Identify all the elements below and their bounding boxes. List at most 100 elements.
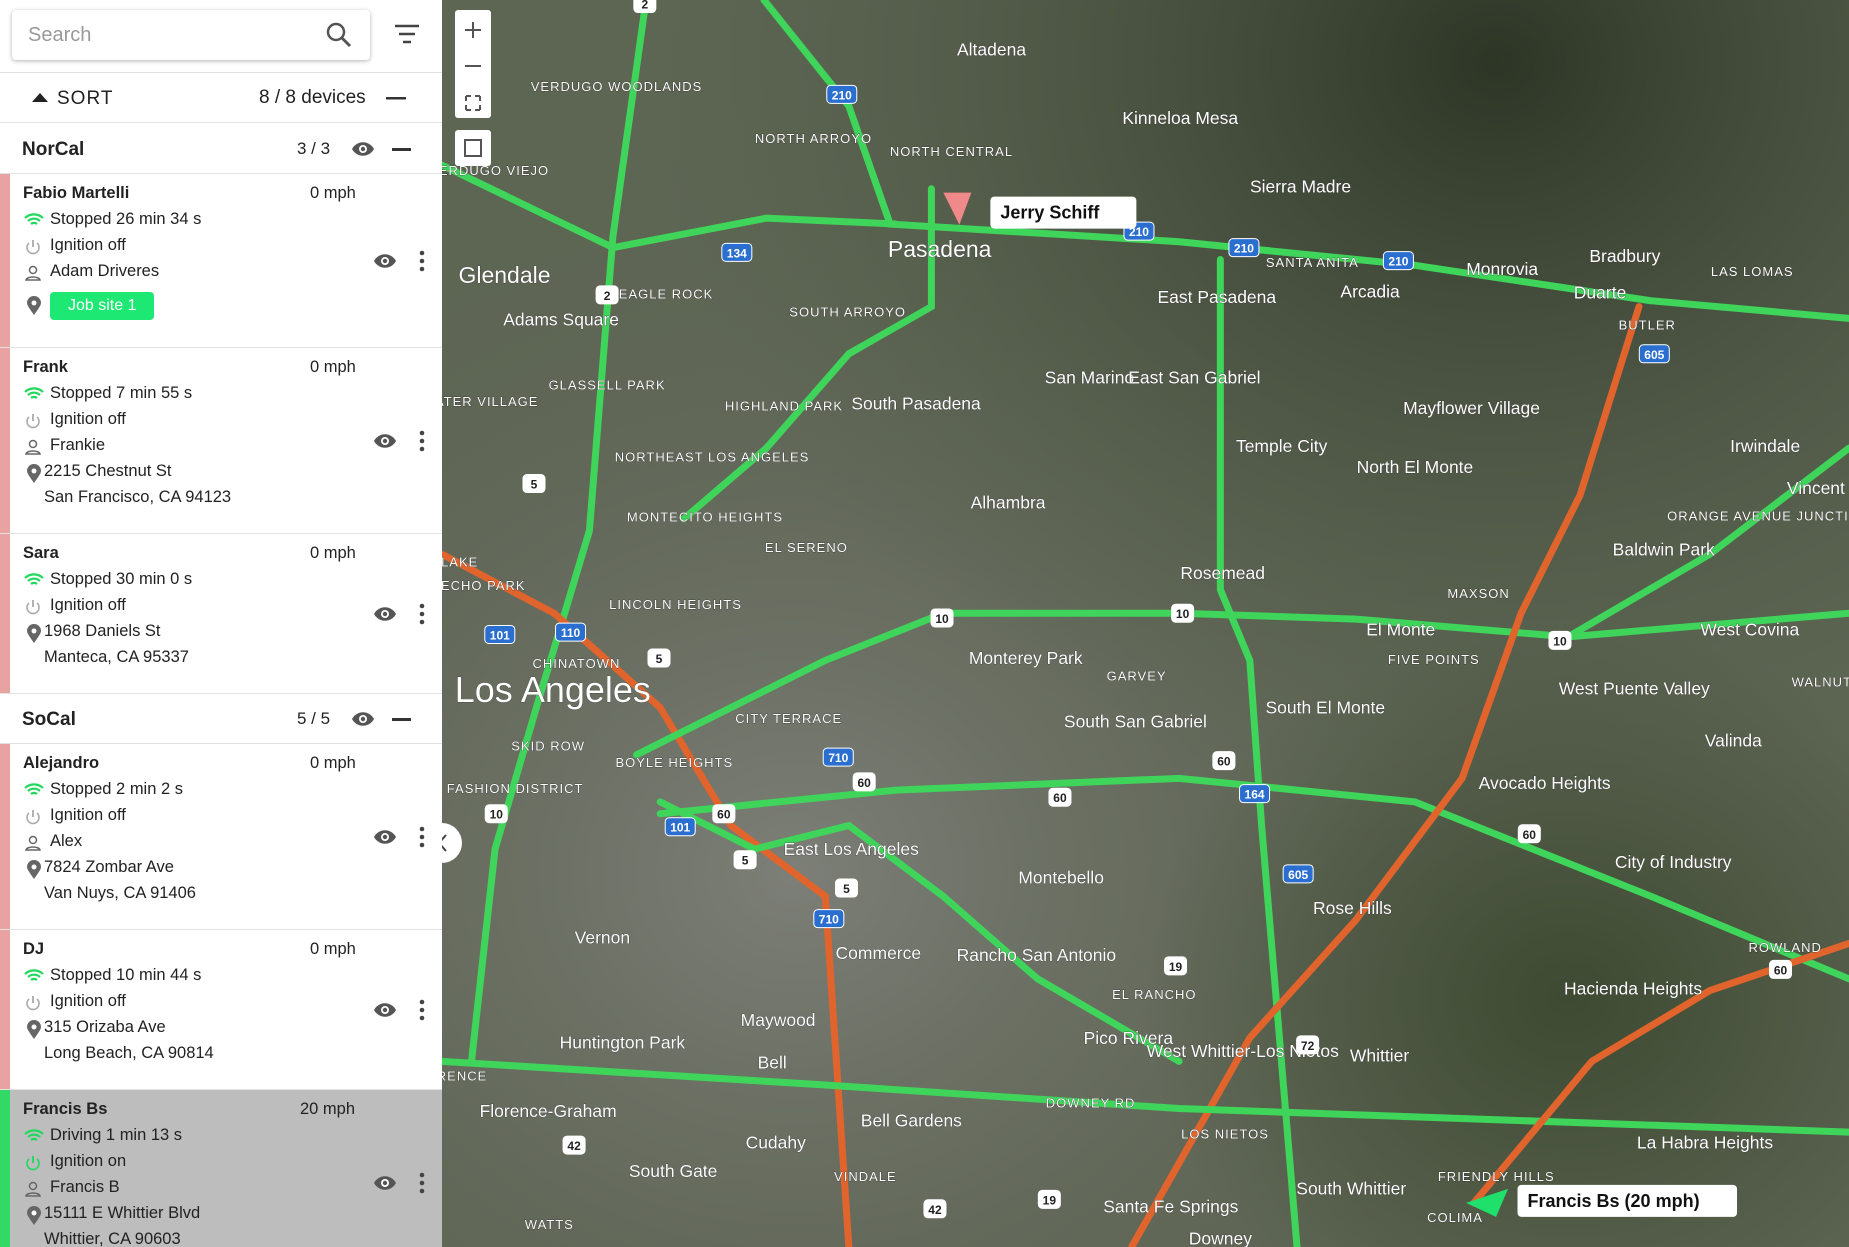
device-driver: Francis B <box>50 1178 120 1196</box>
device-card[interactable]: Alejandro 0 mph Stopped 2 min 2 s Ignition … <box>0 744 442 930</box>
device-address: San Francisco, CA 94123 <box>44 488 232 506</box>
place-label: Huntington Park <box>560 1033 686 1053</box>
group-header: SoCal 5 / 5 <box>0 694 442 744</box>
route-number: 60 <box>1053 791 1067 805</box>
district-label: BOYLE HEIGHTS <box>615 755 733 770</box>
device-speed: 0 mph <box>310 940 356 958</box>
device-ignition-icon <box>24 1154 42 1177</box>
device-card[interactable]: Francis Bs 20 mph Driving 1 min 13 s Igniti… <box>0 1090 442 1247</box>
collapse-all[interactable] <box>386 97 406 101</box>
district-label: RENCE <box>442 1069 487 1084</box>
district-label: CHINATOWN <box>532 656 620 671</box>
route-shield <box>712 804 736 824</box>
fit-bounds[interactable] <box>465 95 481 111</box>
place-label: Adams Square <box>503 310 619 330</box>
device-driver: Alex <box>50 832 83 850</box>
device-visibility[interactable] <box>373 253 397 274</box>
device-address: Manteca, CA 95337 <box>44 648 189 666</box>
route-shield <box>852 772 876 792</box>
district-label: LAS LOMAS <box>1711 264 1794 279</box>
device-ignition-icon <box>24 994 42 1017</box>
device-visibility[interactable] <box>373 606 397 627</box>
marker-label-box <box>990 196 1137 229</box>
filter-icon[interactable] <box>392 20 422 50</box>
place-label: Valinda <box>1705 731 1762 751</box>
route-number: 210 <box>1234 242 1254 256</box>
route-number: 210 <box>1129 225 1149 239</box>
route-number: 2 <box>604 289 611 303</box>
status-bar <box>0 930 10 1089</box>
district-label: FRIENDLY HILLS <box>1438 1169 1555 1184</box>
device-ignition-icon <box>24 238 42 261</box>
zoom-in[interactable] <box>465 22 481 38</box>
device-menu[interactable] <box>419 1172 425 1199</box>
device-card[interactable]: Fabio Martelli 0 mph Stopped 26 min 34 s Ig… <box>0 174 442 348</box>
sort-label[interactable]: SORT <box>57 88 114 109</box>
group-visibility[interactable] <box>351 141 375 162</box>
device-visibility[interactable] <box>373 829 397 850</box>
device-card[interactable]: DJ 0 mph Stopped 10 min 44 s Ignition off 31… <box>0 930 442 1090</box>
device-speed: 0 mph <box>310 754 356 772</box>
group-collapse[interactable] <box>392 718 411 721</box>
district-label: VERDUGO WOODLANDS <box>531 79 703 94</box>
device-card[interactable]: Sara 0 mph Stopped 30 min 0 s Ignition off 1… <box>0 534 442 694</box>
device-status-icon <box>24 782 44 803</box>
route-shield <box>813 909 845 929</box>
district-label: EL RANCHO <box>1112 987 1196 1002</box>
route-number: 19 <box>1169 960 1183 974</box>
search-icon[interactable] <box>324 20 354 50</box>
route-shield <box>733 850 757 870</box>
group-count: 3 / 3 <box>297 139 331 158</box>
place-label: South Gate <box>629 1161 718 1181</box>
device-menu[interactable] <box>419 603 425 630</box>
road <box>1564 444 1849 641</box>
place-label: South Pasadena <box>851 393 981 413</box>
route-number: 101 <box>670 821 690 835</box>
sort-arrow[interactable] <box>32 92 48 104</box>
route-number: 72 <box>1301 1039 1315 1053</box>
route-number: 710 <box>819 913 839 927</box>
device-visibility[interactable] <box>373 433 397 454</box>
group-visibility[interactable] <box>351 711 375 732</box>
route-number: 5 <box>742 854 749 868</box>
device-ignition-icon <box>24 598 42 621</box>
place-label: Baldwin Park <box>1613 540 1715 560</box>
route-shield <box>664 817 696 837</box>
road <box>760 0 1849 322</box>
place-label: South El Monte <box>1265 698 1385 718</box>
place-label: East Pasadena <box>1157 287 1276 307</box>
map-layers[interactable] <box>455 130 491 166</box>
device-address: 1968 Daniels St <box>44 622 161 640</box>
device-menu[interactable] <box>419 250 425 277</box>
district-label: ATWATER VILLAGE <box>442 394 538 409</box>
device-driver-icon <box>24 1180 42 1203</box>
route-number: 42 <box>567 1139 581 1153</box>
device-menu[interactable] <box>419 826 425 853</box>
route-shield <box>633 0 657 14</box>
place-label: West Puente Valley <box>1559 679 1710 699</box>
device-visibility[interactable] <box>373 1175 397 1196</box>
device-status: Stopped 7 min 55 s <box>50 384 193 402</box>
route-number: 5 <box>531 478 538 492</box>
road <box>442 1057 1849 1136</box>
collapse-sidebar[interactable] <box>442 823 462 863</box>
device-menu[interactable] <box>419 999 425 1026</box>
device-speed: 0 mph <box>310 544 356 562</box>
place-chip[interactable]: Job site 1 <box>50 292 155 320</box>
place-label: El Monte <box>1366 620 1435 640</box>
route-number: 605 <box>1644 348 1664 362</box>
search-placeholder: Search <box>28 24 92 46</box>
district-label: SKID ROW <box>511 738 585 753</box>
district-label: BUTLER <box>1619 317 1676 332</box>
district-label: FASHION DISTRICT <box>447 781 584 796</box>
place-label: Bradbury <box>1589 246 1660 266</box>
place-label: Cudahy <box>746 1133 807 1153</box>
group-collapse[interactable] <box>392 148 411 151</box>
device-menu[interactable] <box>419 430 425 457</box>
device-visibility[interactable] <box>373 1002 397 1023</box>
route-shield <box>1282 864 1314 884</box>
device-address: Whittier, CA 90603 <box>44 1230 181 1247</box>
search-box[interactable]: Search <box>12 10 370 60</box>
device-card[interactable]: Frank 0 mph Stopped 7 min 55 s Ignition off… <box>0 348 442 534</box>
route-shield <box>1239 784 1271 804</box>
